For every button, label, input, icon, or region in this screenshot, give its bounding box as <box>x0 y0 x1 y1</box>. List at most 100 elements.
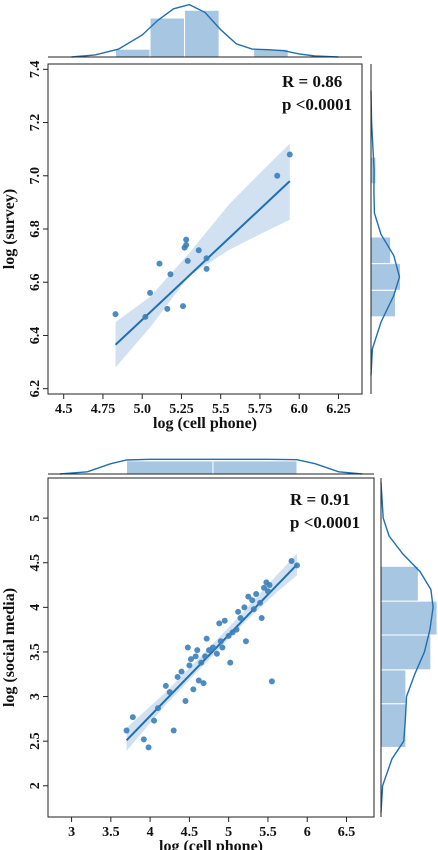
x-tick-label: 5.5 <box>259 825 277 840</box>
data-point <box>178 668 185 675</box>
y-tick-label: 4.5 <box>28 554 43 572</box>
right-histogram-bar <box>380 669 407 705</box>
data-point <box>266 582 273 589</box>
regression-line <box>125 563 298 741</box>
data-point <box>227 659 234 666</box>
confidence-band <box>115 143 290 368</box>
y-tick-label: 6.2 <box>28 380 43 398</box>
data-point <box>217 638 224 645</box>
x-axis-label: log (cell phone) <box>153 415 257 432</box>
data-point <box>184 644 191 651</box>
x-tick-label: 6.5 <box>338 825 356 840</box>
right-kde-curve <box>370 90 401 376</box>
x-tick-label: 4.5 <box>55 402 73 417</box>
y-tick-label: 6.8 <box>28 220 43 238</box>
data-point <box>235 608 242 615</box>
top-histogram-bar <box>184 9 220 58</box>
data-point <box>166 689 173 696</box>
x-tick-label: 4 <box>147 825 154 840</box>
plot-frame <box>47 477 375 818</box>
data-point <box>129 714 136 721</box>
data-point <box>288 557 295 564</box>
top-kde-curve <box>59 458 363 475</box>
x-axis-label: log (cell phone) <box>159 838 263 850</box>
data-point <box>147 289 154 296</box>
data-point <box>264 588 271 595</box>
data-point <box>221 617 228 624</box>
correlation-annotation: R = 0.91 <box>290 490 350 509</box>
data-point <box>233 626 240 633</box>
data-point <box>225 632 232 639</box>
data-point <box>261 584 268 591</box>
right-histogram-bar <box>370 236 392 265</box>
data-point <box>190 686 197 693</box>
data-point <box>245 593 252 600</box>
data-point <box>195 247 202 254</box>
data-point <box>203 265 210 272</box>
data-point <box>213 650 220 657</box>
p-value-annotation: p <0.0001 <box>290 513 360 532</box>
data-point <box>253 590 260 597</box>
data-point <box>123 727 130 734</box>
data-point <box>195 677 202 684</box>
data-point <box>286 151 293 158</box>
x-tick-label: 5 <box>225 825 232 840</box>
right-histogram-bar <box>370 263 401 291</box>
data-point <box>200 680 207 687</box>
y-tick-label: 6.4 <box>28 327 43 345</box>
x-tick-label: 3.5 <box>102 825 120 840</box>
y-tick-label: 3.5 <box>28 643 43 661</box>
data-point <box>167 271 174 278</box>
x-tick-label: 5.75 <box>248 402 273 417</box>
data-point <box>274 172 281 179</box>
data-point <box>154 705 161 712</box>
data-point <box>183 236 190 243</box>
y-axis-label: log (survey) <box>1 189 18 269</box>
y-tick-label: 7.0 <box>28 167 43 185</box>
x-tick-label: 3 <box>68 825 75 840</box>
p-value-annotation: p <0.0001 <box>282 95 352 114</box>
top-histogram-bar <box>149 17 186 58</box>
y-tick-label: 4 <box>28 604 43 611</box>
data-point <box>216 620 223 627</box>
data-point <box>170 727 177 734</box>
x-tick-label: 6.25 <box>326 402 351 417</box>
y-tick-label: 3 <box>28 693 43 700</box>
x-tick-label: 5.5 <box>212 402 230 417</box>
right-histogram-bar <box>380 565 419 602</box>
x-tick-label: 4.5 <box>181 825 199 840</box>
y-tick-label: 6.6 <box>28 273 43 291</box>
regression-line <box>114 180 291 346</box>
top-histogram-bar <box>212 460 298 475</box>
data-point <box>219 644 226 651</box>
right-histogram-bar <box>380 600 438 636</box>
data-point <box>258 615 265 622</box>
y-tick-label: 2.5 <box>28 732 43 750</box>
data-point <box>186 662 193 669</box>
data-point <box>183 241 190 248</box>
data-point <box>156 260 163 267</box>
data-point <box>198 659 205 666</box>
data-point <box>151 717 158 724</box>
data-point <box>237 615 244 622</box>
data-point <box>257 599 264 606</box>
data-point <box>187 656 194 663</box>
y-axis-label: log (social media) <box>1 588 18 707</box>
y-tick-label: 7.4 <box>28 61 43 79</box>
correlation-annotation: R = 0.86 <box>282 72 342 91</box>
data-point <box>142 313 149 320</box>
x-tick-label: 5.0 <box>133 402 151 417</box>
top-kde-curve <box>71 3 339 58</box>
data-point <box>203 635 210 642</box>
top-histogram-bar <box>126 460 214 475</box>
x-tick-label: 6 <box>304 825 311 840</box>
data-point <box>294 562 301 569</box>
right-histogram-bar <box>370 289 397 318</box>
data-point <box>140 736 147 743</box>
data-point <box>250 606 257 613</box>
data-point <box>184 257 191 264</box>
data-point <box>112 311 119 318</box>
data-point <box>202 653 209 660</box>
data-point <box>145 744 152 751</box>
